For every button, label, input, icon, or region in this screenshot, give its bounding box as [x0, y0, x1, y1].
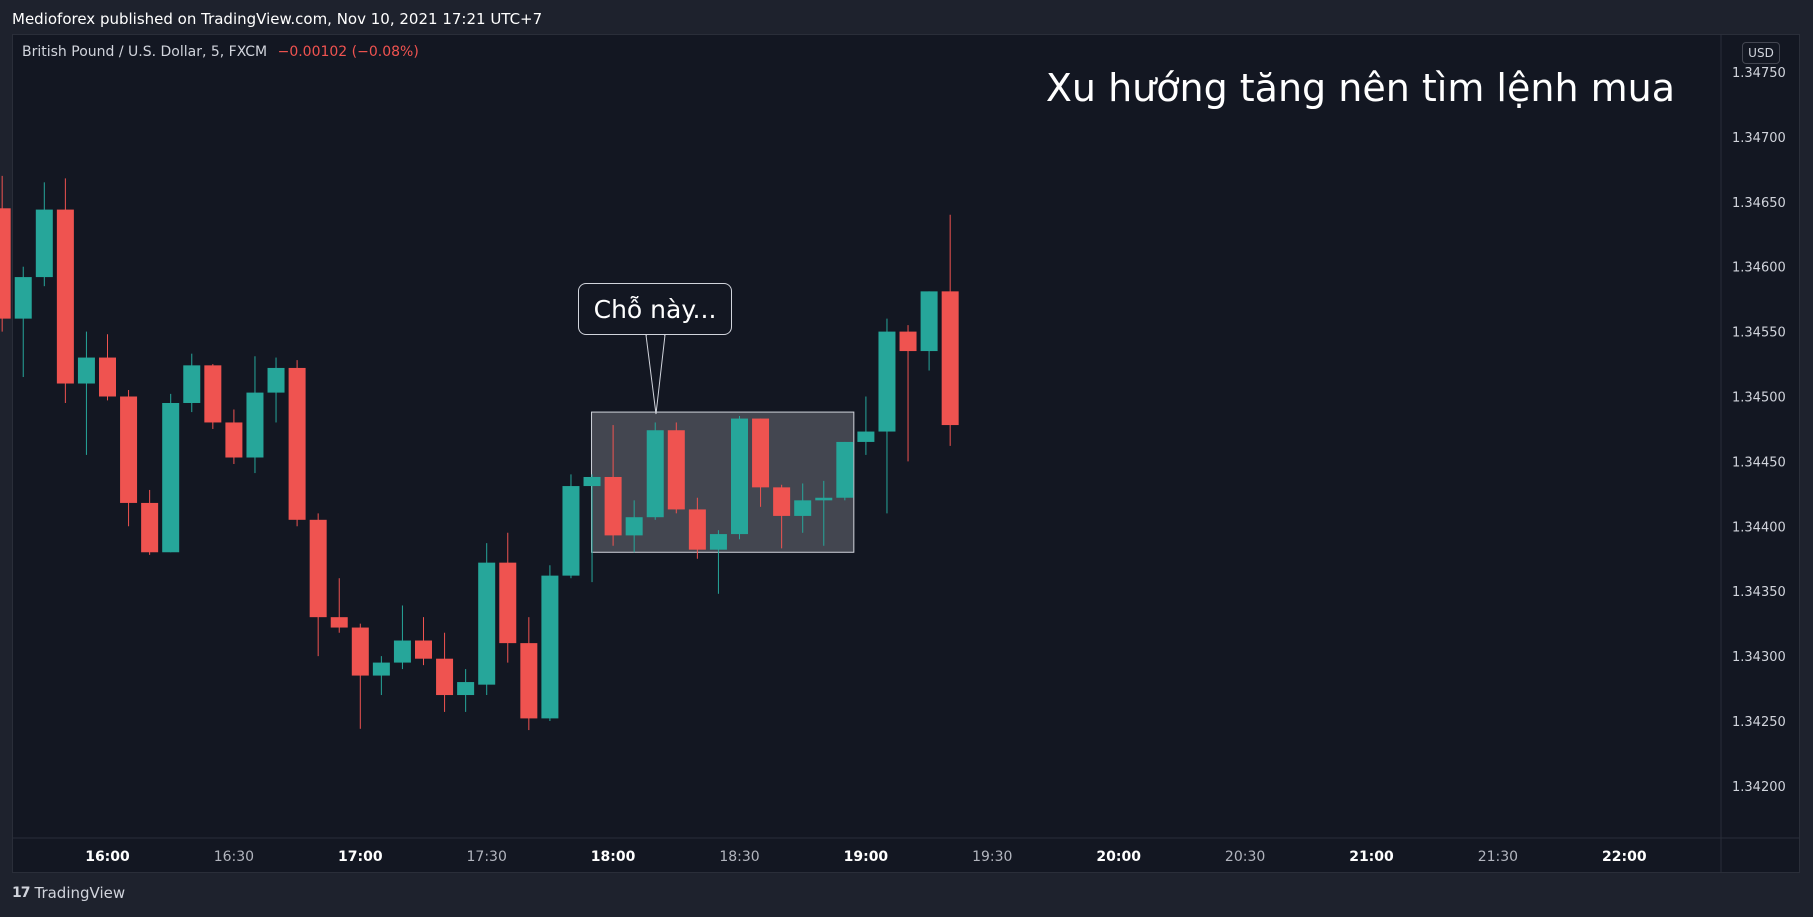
headline-annotation: Xu hướng tăng nên tìm lệnh mua — [1045, 66, 1675, 110]
candle-down — [225, 422, 243, 458]
callout-pointer — [645, 334, 666, 415]
time-tick-label: 21:30 — [1478, 849, 1518, 865]
price-tick-label: 1.34650 — [1732, 196, 1786, 211]
publisher-header: Medioforex published on TradingView.com,… — [0, 0, 1813, 34]
candle-down — [752, 418, 770, 488]
time-tick-label: 18:00 — [591, 849, 636, 865]
tradingview-logo-text: TradingView — [34, 884, 126, 902]
time-tick-label: 21:00 — [1349, 849, 1394, 865]
candle-down — [56, 209, 74, 384]
price-tick-label: 1.34750 — [1732, 66, 1786, 81]
candle-up — [162, 402, 180, 553]
candle-up — [372, 662, 390, 676]
candle-down — [288, 367, 306, 520]
candle-up — [35, 209, 53, 278]
candle-up — [646, 430, 664, 518]
candle-down — [773, 487, 791, 516]
candle-up — [562, 486, 580, 576]
price-tick-label: 1.34500 — [1732, 391, 1786, 406]
candle-down — [415, 640, 432, 659]
candle-down — [667, 430, 685, 510]
candle-down — [0, 208, 11, 319]
candle-up — [583, 476, 601, 487]
candle-up — [393, 640, 411, 663]
tradingview-logo[interactable]: 17 TradingView — [12, 884, 125, 902]
price-tick-label: 1.34350 — [1732, 585, 1786, 600]
candle-down — [351, 627, 369, 676]
symbol-legend: British Pound / U.S. Dollar, 5, FXCM −0.… — [22, 44, 419, 60]
price-tick-label: 1.34600 — [1732, 261, 1786, 276]
time-tick-label: 20:30 — [1225, 849, 1265, 865]
symbol-title: British Pound / U.S. Dollar, 5, FXCM — [22, 44, 268, 60]
time-tick-label: 20:00 — [1096, 849, 1141, 865]
price-change: −0.00102 (−0.08%) — [277, 44, 419, 60]
time-tick-label: 16:00 — [85, 849, 130, 865]
candle-up — [267, 367, 285, 393]
callout-text: Chỗ này... — [593, 295, 717, 324]
time-tick-label: 17:30 — [467, 849, 507, 865]
price-tick-label: 1.34700 — [1732, 131, 1786, 146]
candle-up — [478, 562, 496, 685]
candle-up — [731, 418, 748, 535]
candle-up — [246, 392, 264, 458]
candle-up — [709, 534, 727, 550]
chart-frame — [12, 34, 1800, 873]
candle-down — [436, 658, 454, 696]
price-tick-label: 1.34200 — [1732, 780, 1786, 795]
candle-down — [330, 617, 348, 628]
candle-up — [794, 500, 812, 516]
candle-up — [14, 277, 32, 319]
time-tick-label: 17:00 — [338, 849, 383, 865]
candle-down — [204, 365, 222, 423]
candle-down — [99, 357, 116, 397]
price-tick-label: 1.34550 — [1732, 326, 1786, 341]
candle-down — [604, 476, 622, 536]
candle-up — [836, 441, 854, 498]
candle-down — [120, 396, 138, 503]
candle-up — [878, 331, 896, 432]
candle-down — [899, 331, 917, 352]
candle-up — [541, 575, 559, 719]
candle-down — [520, 643, 538, 719]
candle-down — [941, 291, 959, 426]
price-tick-label: 1.34300 — [1732, 650, 1786, 665]
candle-up — [77, 357, 95, 384]
price-tick-label: 1.34250 — [1732, 715, 1786, 730]
candle-down — [688, 509, 706, 550]
candle-up — [457, 682, 475, 696]
callout-annotation: Chỗ này... — [578, 283, 732, 335]
time-tick-label: 19:30 — [972, 849, 1012, 865]
time-tick-label: 19:00 — [844, 849, 889, 865]
tradingview-logo-icon: 17 — [12, 885, 31, 901]
candle-up — [857, 431, 875, 442]
candle-up — [183, 365, 201, 403]
candle-down — [141, 502, 159, 553]
candle-up — [920, 291, 938, 352]
candle-down — [309, 519, 327, 618]
time-tick-label: 18:30 — [719, 849, 759, 865]
candle-up — [625, 517, 643, 536]
time-tick-label: 16:30 — [214, 849, 254, 865]
price-tick-label: 1.34450 — [1732, 455, 1786, 470]
currency-button[interactable]: USD — [1742, 42, 1780, 64]
price-tick-label: 1.34400 — [1732, 520, 1786, 535]
candle-down — [499, 562, 517, 644]
time-tick-label: 22:00 — [1602, 849, 1647, 865]
candle-up — [815, 497, 833, 501]
